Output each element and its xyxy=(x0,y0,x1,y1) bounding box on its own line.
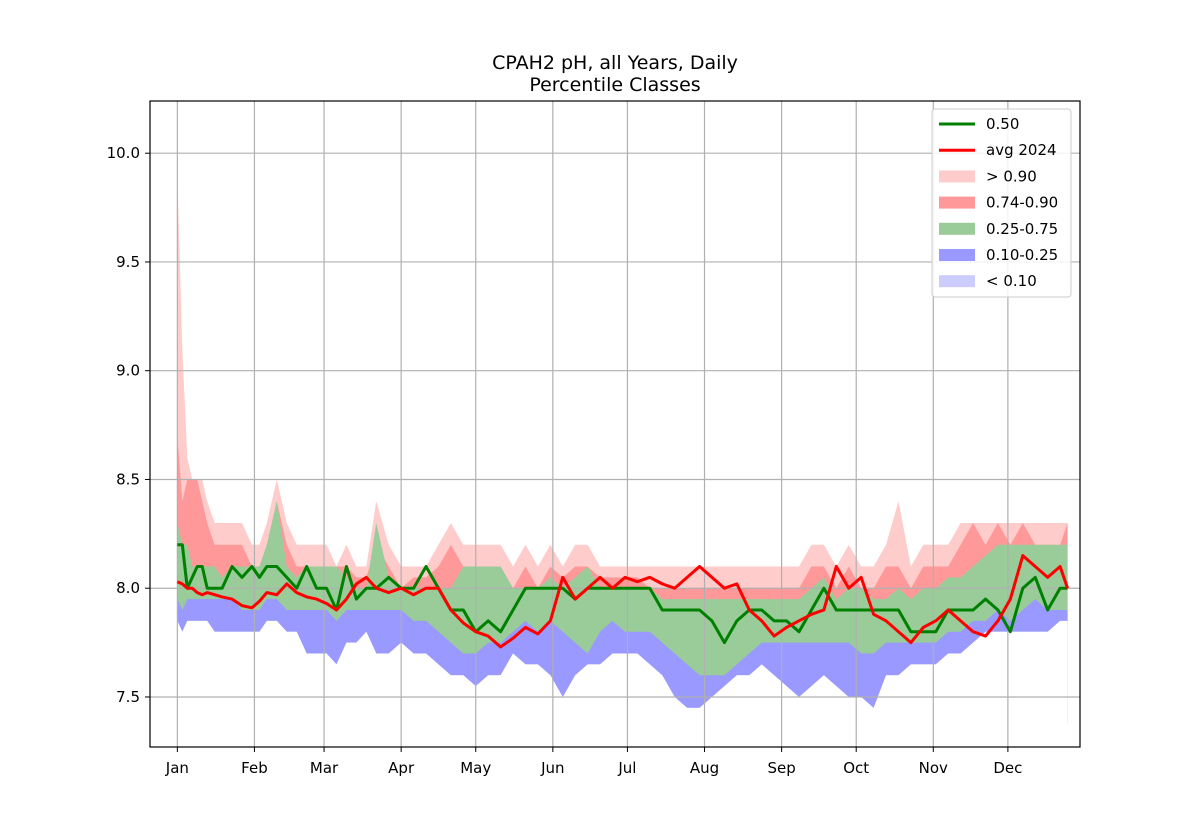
legend-0-25-0-75-swatch xyxy=(939,222,975,235)
x-axis: Jan Feb Mar Apr May Jun Jul Aug Sep Oct Nov Dec xyxy=(165,747,1022,777)
band-baseline-mask xyxy=(177,620,1068,746)
x-tick-label-dec: Dec xyxy=(993,759,1022,777)
x-tick-label-mar: Mar xyxy=(310,759,339,777)
plot-frame xyxy=(149,100,1081,748)
legend-0-10-0-25-label: 0.10-0.25 xyxy=(986,246,1058,264)
legend-0-10-0-25-swatch xyxy=(939,249,975,261)
x-tick-label-apr: Apr xyxy=(388,759,415,777)
y-axis: 7.5 8.0 8.5 9.0 9.5 10.0 xyxy=(107,144,150,706)
x-tick-label-oct: Oct xyxy=(843,759,869,777)
x-tick-label-jul: Jul xyxy=(617,759,636,777)
legend-lt-0-10-swatch xyxy=(939,275,975,288)
legend: 0.50 avg 2024 > 0.90 0.74-0.90 0.25-0.75 0.10… xyxy=(931,108,1072,298)
x-tick-label-jun: Jun xyxy=(540,759,564,777)
legend-0-50-label: 0.50 xyxy=(986,115,1019,133)
x-tick-label-aug: Aug xyxy=(690,759,719,777)
legend-avg-2024-label: avg 2024 xyxy=(986,141,1057,159)
chart-subtitle: Percentile Classes xyxy=(529,74,700,96)
y-tick-label-8-5: 8.5 xyxy=(116,470,140,488)
legend-0-74-0-90-label: 0.74-0.90 xyxy=(986,194,1058,212)
legend-gt-0-90-swatch xyxy=(939,170,975,183)
line-avg-2024 xyxy=(176,554,1069,649)
y-tick-label-9-5: 9.5 xyxy=(116,253,140,271)
x-tick-label-feb: Feb xyxy=(241,759,268,777)
chart-title: CPAH2 pH, all Years, Daily xyxy=(492,52,738,74)
y-tick-label-9-0: 9.0 xyxy=(116,362,140,380)
x-tick-label-sep: Sep xyxy=(767,759,795,777)
legend-0-74-0-90-swatch xyxy=(939,196,975,209)
y-tick-label-7-5: 7.5 xyxy=(116,688,140,706)
series-lines xyxy=(176,543,1069,649)
x-tick-label-may: May xyxy=(460,759,491,777)
y-tick-label-8-0: 8.0 xyxy=(116,579,140,597)
legend-0-25-0-75-label: 0.25-0.75 xyxy=(986,220,1058,238)
y-tick-label-10-0: 10.0 xyxy=(107,144,140,162)
grid xyxy=(150,101,1080,747)
x-tick-label-nov: Nov xyxy=(919,759,948,777)
x-tick-label-jan: Jan xyxy=(165,759,189,777)
legend-gt-0-90-label: > 0.90 xyxy=(986,167,1037,185)
legend-lt-0-10-label: < 0.10 xyxy=(986,272,1037,290)
